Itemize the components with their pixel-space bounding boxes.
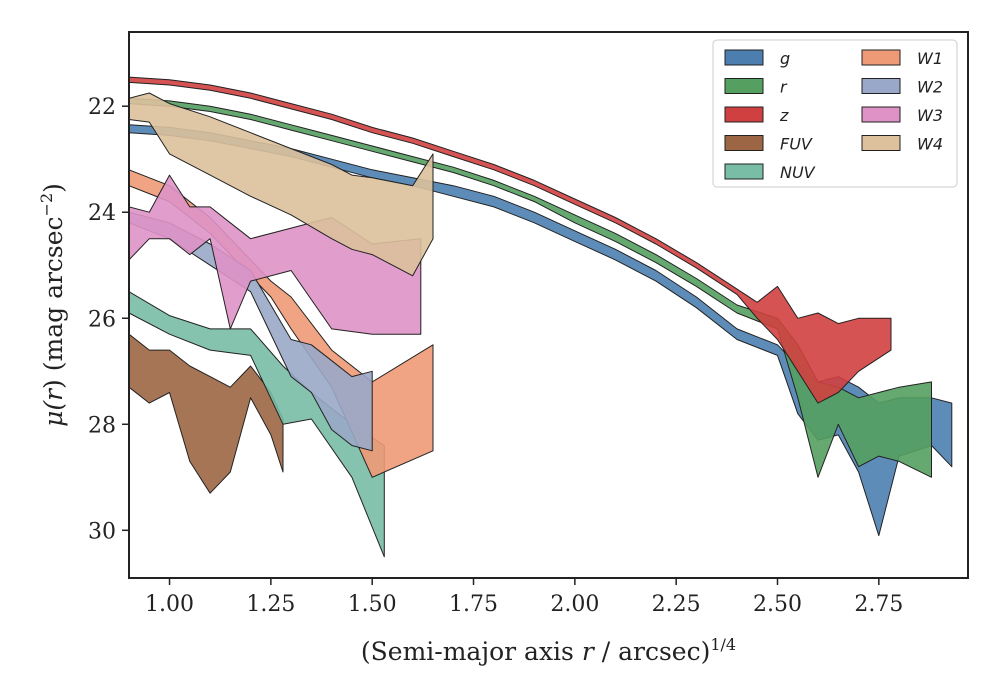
- legend-swatch-w3: [861, 106, 901, 123]
- band-w3: [129, 174, 422, 335]
- x-tick-label: 2.00: [550, 592, 599, 617]
- y-tick-label: 26: [88, 307, 116, 332]
- legend-swatch-g: [724, 49, 764, 66]
- legend-swatch-w1: [861, 49, 901, 66]
- band-fuv: [129, 333, 284, 494]
- band-w4: [129, 92, 434, 277]
- y-axis-label: μ(r) (mag arcsec−2): [37, 183, 68, 427]
- legend-swatch-nuv: [724, 163, 764, 180]
- series-bands: [129, 76, 953, 558]
- legend-swatch-fuv: [724, 135, 764, 151]
- y-tick-label: 28: [88, 413, 116, 438]
- x-axis-label: (Semi-major axis r / arcsec)1/4: [361, 635, 736, 666]
- x-tick-label: 2.50: [753, 592, 802, 617]
- y-tick-label: 22: [88, 95, 116, 120]
- x-tick-label: 1.75: [449, 592, 498, 617]
- legend-label-nuv: NUV: [780, 163, 816, 182]
- legend-swatch-z: [724, 106, 764, 123]
- axis-ticks: 1.00 1.25 1.50 1.75 2.00 2.25 2.50 2.75 22 24 26 28…: [88, 95, 903, 617]
- x-tick-label: 1.50: [348, 592, 397, 617]
- x-tick-label: 1.25: [246, 592, 295, 617]
- legend-swatch-w4: [861, 135, 901, 151]
- x-tick-label: 2.75: [854, 592, 903, 617]
- band-z: [129, 76, 892, 404]
- x-tick-label: 1.00: [145, 592, 194, 617]
- x-tick-label: 2.25: [652, 592, 701, 617]
- legend-swatch-r: [724, 78, 764, 94]
- legend-label-g: g: [780, 49, 790, 68]
- legend-label-z: z: [779, 106, 789, 125]
- legend-label-w4: W4: [917, 135, 943, 154]
- legend-swatch-w2: [861, 78, 901, 94]
- legend-label-fuv: FUV: [780, 135, 813, 154]
- legend-label-r: r: [780, 78, 788, 97]
- legend-label-w1: W1: [917, 49, 943, 68]
- band-r: [129, 97, 932, 478]
- legend-label-w3: W3: [917, 106, 943, 125]
- y-tick-label: 30: [88, 519, 116, 544]
- plot-frame: [128, 31, 969, 579]
- legend-label-w2: W2: [917, 78, 943, 97]
- legend: grz FUV NUV W1 W2 W3 W4: [712, 39, 958, 188]
- y-tick-label: 24: [88, 201, 116, 226]
